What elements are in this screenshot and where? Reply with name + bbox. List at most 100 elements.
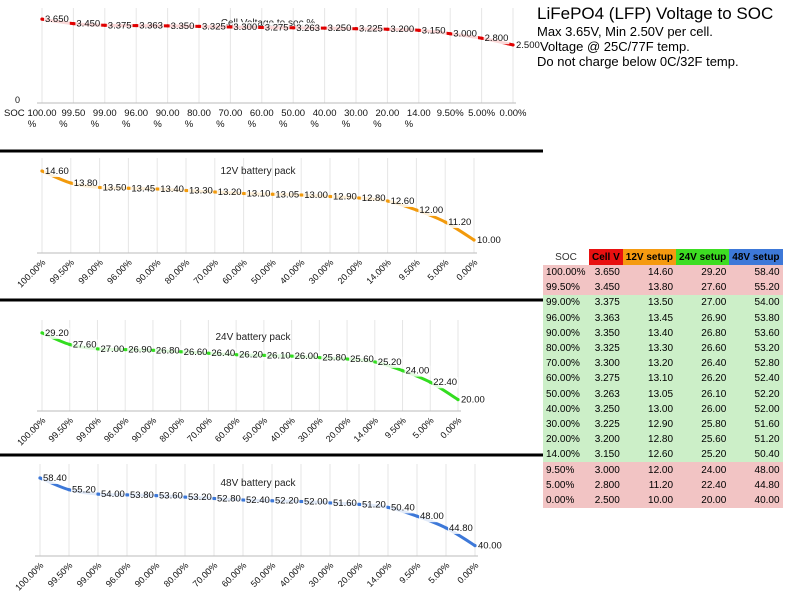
data-label: 53.80	[130, 490, 154, 501]
data-label: 22.40	[433, 377, 457, 388]
table-cell: 13.20	[648, 358, 674, 370]
data-point	[151, 348, 155, 352]
data-point	[428, 380, 432, 384]
data-label: 25.80	[322, 353, 346, 364]
x-tick-label: 20.00%	[373, 108, 399, 130]
table-cell: 26.90	[701, 312, 727, 324]
data-point	[40, 17, 44, 21]
table-cell: 58.40	[754, 267, 780, 279]
data-label-background	[188, 185, 214, 197]
chart-title: 24V battery pack	[215, 332, 291, 343]
data-label: 13.80	[74, 178, 98, 189]
data-label-background	[159, 184, 185, 195]
data-point	[480, 36, 484, 40]
data-point	[69, 181, 73, 185]
table-cell: 26.60	[701, 343, 727, 355]
data-label-background	[389, 196, 416, 207]
data-point	[511, 43, 515, 47]
table-header-cell: 48V setup	[729, 249, 783, 265]
x-tick-label: 30.00%	[307, 257, 336, 286]
data-point	[166, 24, 170, 28]
data-point	[154, 493, 158, 498]
table-cell: 90.00%	[546, 327, 580, 339]
data-label-background	[44, 166, 70, 177]
table-row: 5.00% 2.800 11.20 22.40 44.80	[543, 477, 783, 493]
table-cell: 55.20	[754, 282, 780, 294]
data-point	[400, 369, 405, 373]
data-label: 2.500	[516, 40, 540, 51]
data-label: 3.650	[45, 14, 69, 25]
table-cell: 2.800	[594, 479, 620, 491]
table-header-cell: 12V setup	[622, 249, 677, 265]
data-label-background	[452, 28, 478, 40]
x-tick-label: 20.00%	[324, 415, 353, 444]
table-cell: 96.00%	[546, 312, 580, 324]
x-tick-label: 40.00%	[268, 415, 297, 444]
x-tick-label: 30.00%	[307, 560, 336, 589]
data-label: 13.00	[304, 190, 328, 201]
table-row: 50.00% 3.263 13.05 26.10 52.20	[543, 386, 783, 402]
table-cell: 11.20	[648, 479, 674, 491]
table-header-row: SOC Cell V 12V setup 24V setup 48V setup	[543, 249, 783, 265]
data-label: 14.60	[45, 166, 69, 177]
data-label: 26.90	[128, 345, 152, 356]
soc-voltage-table: SOC Cell V 12V setup 24V setup 48V setup 100…	[543, 249, 783, 508]
table-cell: 26.40	[701, 358, 727, 370]
data-label: 13.30	[189, 186, 213, 197]
data-label-background	[265, 350, 292, 362]
data-point	[357, 502, 361, 507]
table-cell: 12.00	[648, 464, 674, 476]
table-cell: 3.375	[594, 297, 620, 309]
data-label-background	[303, 190, 329, 201]
x-tick-label: 90.00%	[134, 257, 163, 286]
data-label-background	[448, 522, 474, 534]
data-label-background	[432, 377, 459, 389]
x-tick-label: 0.00%	[438, 415, 463, 440]
x-tick-label: 60.00%	[220, 560, 249, 589]
data-label-background	[99, 343, 126, 355]
data-label: 12.80	[362, 193, 386, 204]
data-point	[262, 353, 266, 357]
table-cell: 20.00	[701, 494, 727, 506]
table-cell: 3.300	[594, 358, 620, 370]
x-tick-label: 40.00%	[278, 257, 307, 286]
data-label: 3.363	[139, 21, 163, 32]
table-cell: 51.60	[754, 418, 780, 430]
table-cell: 13.50	[648, 297, 674, 309]
data-label-background	[390, 502, 416, 514]
table-cell: 22.40	[701, 479, 727, 491]
data-label-background	[42, 472, 68, 484]
data-label: 12.00	[419, 205, 443, 216]
data-point	[444, 526, 448, 530]
data-label: 11.20	[448, 217, 471, 228]
data-label: 24.00	[406, 366, 430, 377]
spec-line-voltage: Max 3.65V, Min 2.50V per cell.	[537, 24, 713, 39]
table-cell: 0.00%	[546, 494, 575, 506]
data-point	[323, 26, 327, 30]
table-cell: 26.00	[701, 403, 727, 415]
data-label-background	[138, 20, 164, 32]
table-cell: 27.60	[701, 282, 727, 294]
data-point	[299, 499, 303, 504]
x-tick-label: 100.00%	[13, 560, 45, 592]
data-label: 27.00	[100, 344, 124, 355]
table-cell: 20.00%	[546, 434, 580, 446]
chart-2: 24V battery pack 29.20 27.60 27.00 26.90 26.8…	[15, 320, 486, 448]
x-tick-label: 90.00%	[130, 415, 159, 444]
data-label-background	[216, 187, 243, 198]
x-tick-label: 90.00%	[133, 560, 162, 589]
data-label-background	[154, 345, 181, 357]
data-label-background	[389, 24, 416, 36]
x-tick-label: 0.00%	[454, 257, 479, 282]
data-label: 3.000	[453, 29, 477, 40]
x-tick-label: 96.00%	[102, 415, 131, 444]
data-point	[270, 192, 274, 196]
data-label-background	[210, 348, 237, 360]
data-label-background	[245, 188, 272, 200]
table-cell: 2.500	[594, 494, 620, 506]
data-label: 12.90	[333, 192, 357, 203]
data-label-background	[245, 495, 271, 506]
data-point	[291, 26, 295, 30]
data-label: 3.300	[233, 22, 257, 33]
x-tick-label: 60.00%	[248, 108, 274, 130]
